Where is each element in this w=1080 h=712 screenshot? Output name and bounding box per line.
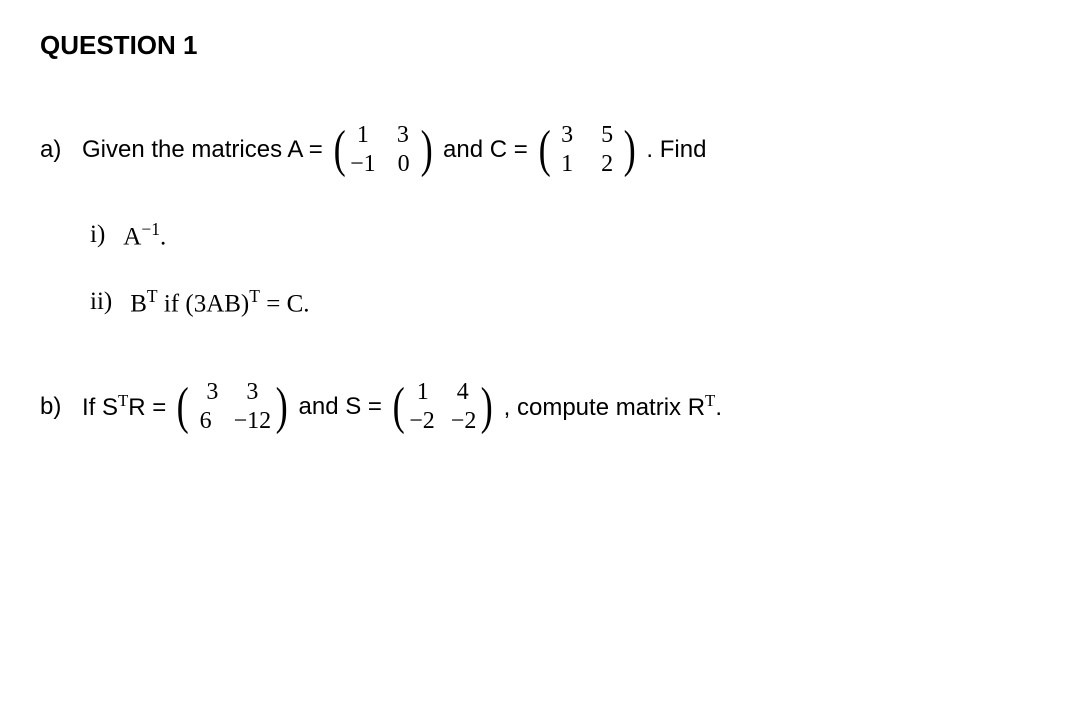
matrix-S-12: 4 xyxy=(451,378,475,407)
matrix-C: ( 3 5 1 2 ) xyxy=(536,121,639,179)
part-b-label: b) xyxy=(40,390,70,424)
part-a-text2: and C = xyxy=(443,133,528,167)
part-a-text3: . Find xyxy=(646,133,706,167)
subpart-i-label: i) xyxy=(90,221,105,249)
matrix-S-22: −2 xyxy=(451,407,477,436)
matrix-A-22: 0 xyxy=(392,150,416,179)
matrix-S: ( 1 4 −2 −2 ) xyxy=(390,378,496,436)
paren-right: ) xyxy=(624,129,636,171)
matrix-C-12: 5 xyxy=(595,121,619,150)
B-sup: T xyxy=(147,286,158,306)
t1-post: R = xyxy=(128,394,166,421)
subpart-ii-expr: BT if (3AB)T = C. xyxy=(130,286,309,318)
part-b-text3: , compute matrix RT. xyxy=(504,389,722,425)
part-a-content: Given the matrices A = ( 1 3 −1 0 ) and … xyxy=(82,121,706,179)
part-b-text1: If STR = xyxy=(82,389,166,425)
matrix-C-21: 1 xyxy=(555,150,579,179)
matrix-STR-12: 3 xyxy=(240,378,264,407)
paren-left: ( xyxy=(177,386,189,428)
mid-sup: T xyxy=(249,286,260,306)
mid-text: if (3AB) xyxy=(158,290,250,317)
matrix-A-12: 3 xyxy=(391,121,415,150)
paren-right: ) xyxy=(420,129,432,171)
part-b-content: If STR = ( 3 3 6 −12 ) and S = ( 1 xyxy=(82,378,722,436)
A-sup: −1 xyxy=(141,219,160,239)
matrix-A-21: −1 xyxy=(350,150,376,179)
subpart-ii: ii) BT if (3AB)T = C. xyxy=(90,286,1040,318)
A-base: A xyxy=(123,223,141,250)
question-title: QUESTION 1 xyxy=(40,30,1040,61)
part-a-label: a) xyxy=(40,133,70,167)
matrix-STR: ( 3 3 6 −12 ) xyxy=(174,378,290,436)
subpart-i: i) A−1. xyxy=(90,219,1040,251)
part-b-text2: and S = xyxy=(299,390,382,424)
subpart-ii-label: ii) xyxy=(90,288,112,316)
part-a-text1: Given the matrices A = xyxy=(82,133,323,167)
matrix-A-11: 1 xyxy=(351,121,375,150)
matrix-C-11: 3 xyxy=(555,121,579,150)
tail-text: = C. xyxy=(260,290,310,317)
t1-sup: T xyxy=(118,391,128,410)
matrix-S-21: −2 xyxy=(409,407,435,436)
subpart-i-expr: A−1. xyxy=(123,219,166,251)
paren-left: ( xyxy=(393,386,405,428)
t3-sup: T xyxy=(705,391,715,410)
matrix-S-11: 1 xyxy=(411,378,435,407)
matrix-STR-11: 3 xyxy=(200,378,224,407)
part-a: a) Given the matrices A = ( 1 3 −1 0 ) a… xyxy=(40,121,1040,179)
matrix-C-22: 2 xyxy=(595,150,619,179)
B-base: B xyxy=(130,290,147,317)
part-b: b) If STR = ( 3 3 6 −12 ) and S = ( xyxy=(40,378,1040,436)
matrix-A: ( 1 3 −1 0 ) xyxy=(331,121,435,179)
paren-right: ) xyxy=(481,386,493,428)
t3-post: . xyxy=(715,394,722,421)
paren-left: ( xyxy=(538,129,550,171)
paren-right: ) xyxy=(276,386,288,428)
t1-pre: If S xyxy=(82,394,118,421)
matrix-STR-22: −12 xyxy=(234,407,272,436)
A-tail: . xyxy=(160,223,166,250)
paren-left: ( xyxy=(333,129,345,171)
matrix-STR-21: 6 xyxy=(194,407,218,436)
t3-pre: , compute matrix R xyxy=(504,394,705,421)
